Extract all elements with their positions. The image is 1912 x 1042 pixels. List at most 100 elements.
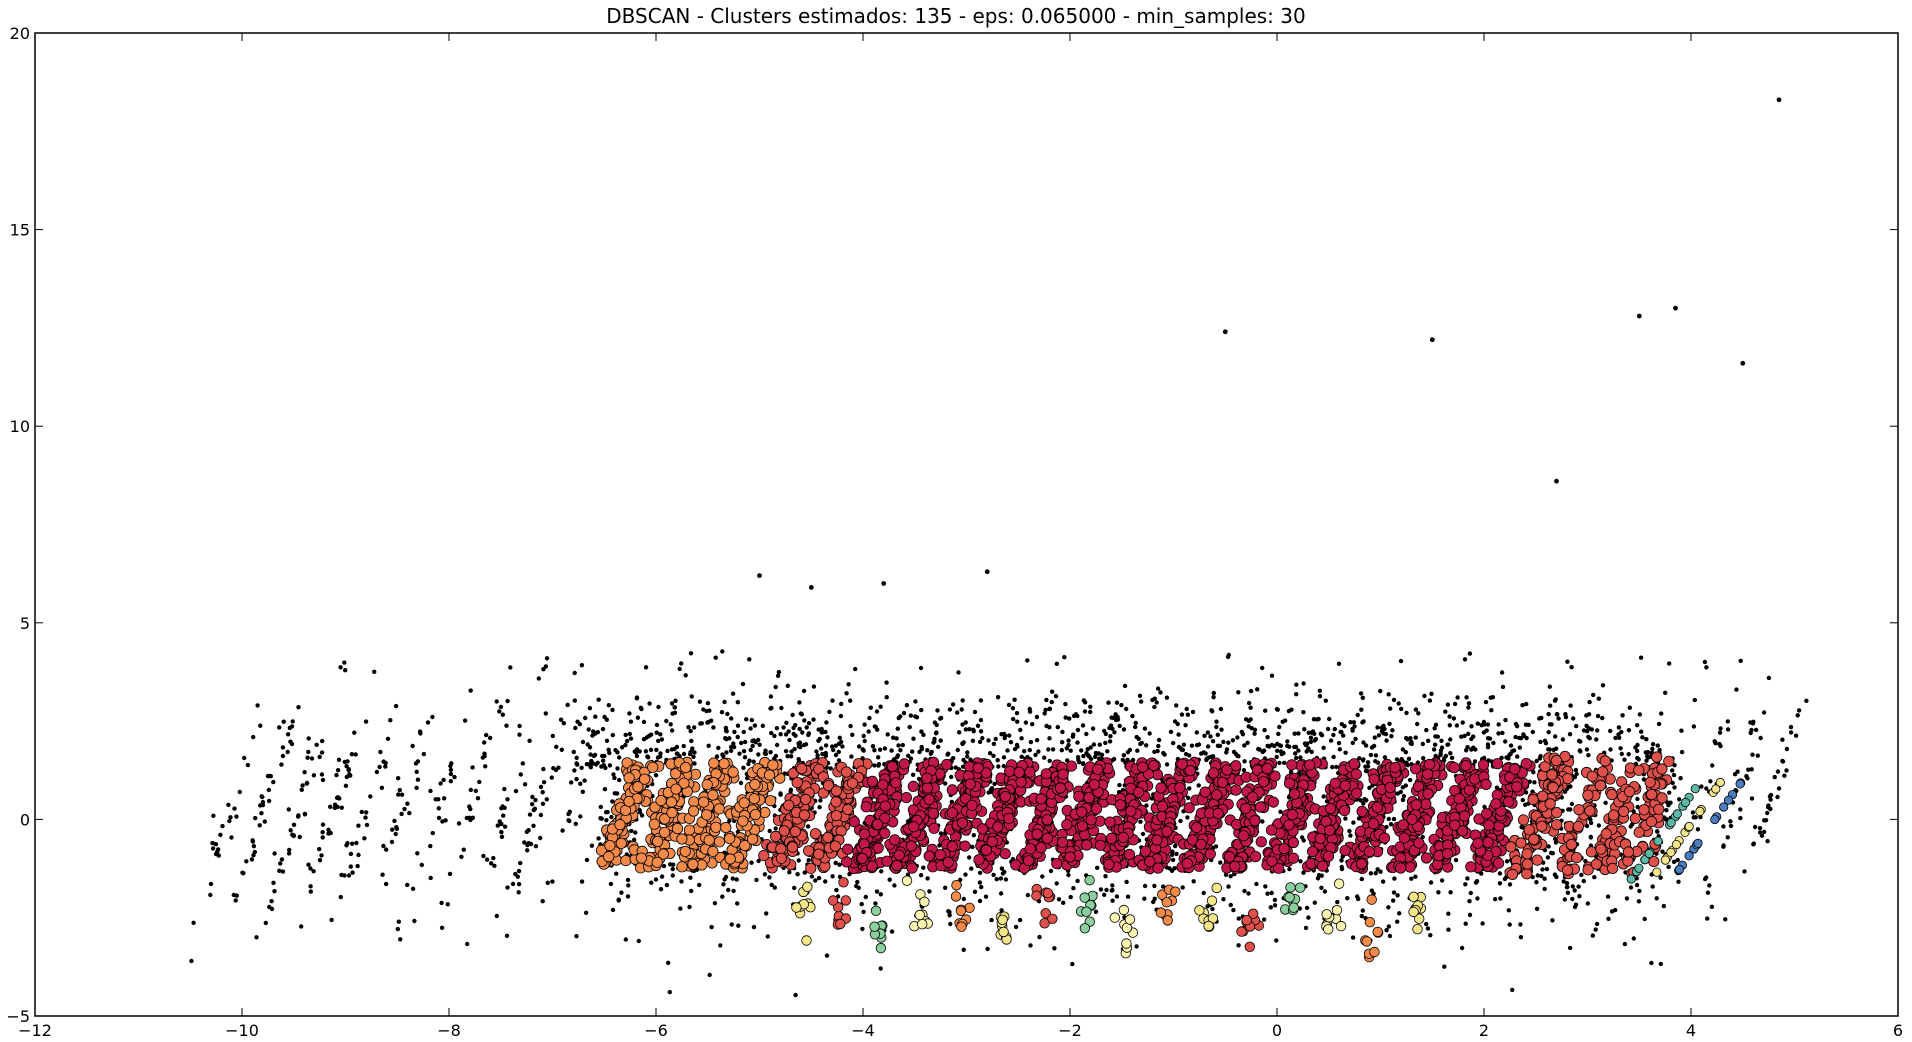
noise-point <box>1413 874 1418 879</box>
noise-point <box>588 752 593 757</box>
noise-point <box>1095 865 1100 870</box>
noise-point <box>1287 866 1292 872</box>
noise-point <box>383 764 388 769</box>
noise-point <box>1013 924 1019 930</box>
noise-point <box>614 791 620 796</box>
noise-point <box>963 727 969 732</box>
noise-point <box>913 699 918 704</box>
noise-point <box>1174 703 1179 708</box>
noise-point <box>348 773 353 778</box>
cluster-point <box>1031 828 1043 840</box>
noise-point <box>1455 695 1460 700</box>
noise-point <box>1469 724 1474 729</box>
cluster-point <box>1307 845 1319 858</box>
noise-point <box>505 698 510 704</box>
noise-point <box>402 806 407 812</box>
noise-point <box>615 750 620 755</box>
cluster-point <box>687 858 699 870</box>
noise-point <box>1060 729 1065 735</box>
cluster-point <box>1325 802 1337 815</box>
noise-point <box>1091 742 1097 747</box>
noise-point <box>1592 875 1597 880</box>
cluster-point <box>1368 773 1380 785</box>
noise-point <box>908 713 914 718</box>
noise-point <box>1553 734 1558 739</box>
noise-point <box>501 813 506 818</box>
noise-point <box>484 857 490 862</box>
noise-point <box>1282 718 1288 723</box>
noise-point <box>636 938 641 944</box>
noise-point <box>1749 796 1755 801</box>
noise-point <box>1135 748 1140 753</box>
noise-point <box>533 844 539 849</box>
noise-point <box>1507 922 1512 927</box>
noise-point <box>767 875 772 880</box>
noise-point <box>415 777 421 782</box>
cluster-point <box>669 768 682 780</box>
noise-point <box>1388 822 1394 827</box>
noise-point <box>1485 742 1491 747</box>
cluster-point <box>1398 832 1410 844</box>
noise-point <box>1420 741 1426 747</box>
noise-point <box>931 740 936 745</box>
noise-point <box>1085 747 1090 752</box>
cluster-point <box>842 803 854 816</box>
noise-point <box>1113 717 1119 723</box>
points-layer <box>189 97 1809 998</box>
noise-point <box>735 700 740 705</box>
noise-point <box>1373 871 1378 876</box>
noise-point <box>395 926 400 932</box>
noise-point <box>1242 759 1247 764</box>
noise-point <box>296 813 301 818</box>
noise-point <box>578 781 583 786</box>
noise-point <box>1768 806 1773 812</box>
noise-point <box>1757 830 1763 835</box>
noise-point <box>1534 906 1540 911</box>
noise-point <box>1021 749 1027 754</box>
noise-point <box>300 783 305 788</box>
noise-point <box>668 722 673 727</box>
noise-point <box>797 740 803 745</box>
noise-point <box>769 882 774 887</box>
noise-point <box>705 701 711 706</box>
noise-point <box>1380 879 1386 884</box>
noise-point <box>737 751 742 756</box>
noise-point <box>1025 658 1030 663</box>
noise-point <box>1361 740 1366 745</box>
noise-point <box>1650 884 1655 889</box>
noise-point <box>1507 752 1512 758</box>
noise-point <box>1734 687 1739 692</box>
noise-point <box>1080 723 1086 728</box>
noise-point <box>1481 719 1487 725</box>
noise-point <box>786 729 791 734</box>
cluster-point <box>1329 777 1341 789</box>
noise-point <box>302 770 307 775</box>
cluster-point <box>1422 768 1434 780</box>
cluster-point <box>972 762 984 774</box>
noise-point <box>1104 887 1109 893</box>
noise-point <box>1254 881 1259 887</box>
noise-point <box>1482 804 1487 810</box>
noise-point <box>856 744 862 749</box>
cluster-point <box>999 848 1011 860</box>
noise-point <box>887 877 892 882</box>
noise-point <box>1454 723 1460 728</box>
noise-point <box>610 907 616 913</box>
noise-point <box>987 751 993 756</box>
cluster-point <box>1161 825 1173 838</box>
noise-point <box>1539 873 1544 879</box>
noise-point <box>1404 735 1409 741</box>
noise-point <box>1395 893 1400 898</box>
noise-point <box>1546 844 1551 849</box>
noise-point <box>353 752 358 757</box>
noise-point <box>311 869 316 874</box>
cluster-point <box>595 844 608 856</box>
noise-point <box>1230 738 1236 743</box>
noise-point <box>1082 709 1088 714</box>
noise-point <box>712 901 718 906</box>
noise-point <box>1613 735 1618 741</box>
noise-point <box>1037 934 1042 940</box>
noise-point <box>906 753 911 758</box>
noise-point <box>837 862 842 867</box>
noise-point <box>1698 814 1703 820</box>
